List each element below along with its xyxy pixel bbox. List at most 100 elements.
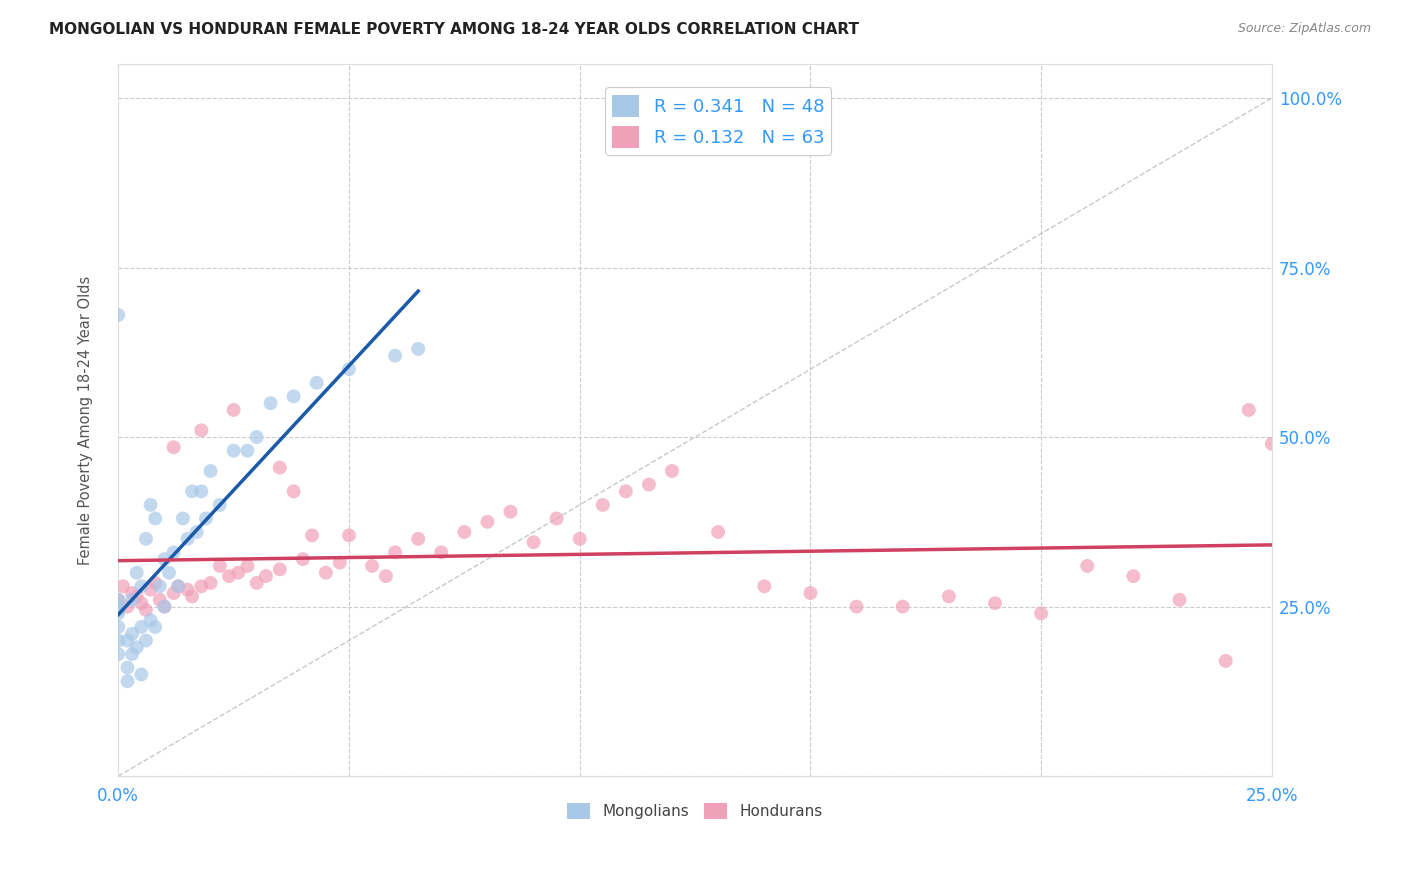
Point — [453, 524, 475, 539]
Point — [125, 590, 148, 604]
Point — [107, 592, 129, 607]
Point — [190, 484, 212, 499]
Point — [754, 579, 776, 593]
Point — [236, 558, 259, 573]
Point — [107, 603, 129, 617]
Point — [107, 607, 129, 621]
Point — [149, 579, 172, 593]
Point — [121, 647, 143, 661]
Point — [374, 569, 396, 583]
Point — [176, 532, 198, 546]
Point — [200, 464, 222, 478]
Point — [477, 515, 499, 529]
Point — [208, 558, 231, 573]
Point — [614, 484, 637, 499]
Point — [121, 626, 143, 640]
Point — [269, 562, 291, 576]
Point — [1215, 654, 1237, 668]
Point — [143, 511, 166, 525]
Point — [135, 603, 157, 617]
Point — [1029, 607, 1052, 621]
Point — [406, 532, 429, 546]
Point — [222, 443, 245, 458]
Point — [337, 362, 360, 376]
Point — [117, 599, 139, 614]
Point — [117, 633, 139, 648]
Point — [592, 498, 614, 512]
Point — [131, 667, 153, 681]
Point — [661, 464, 683, 478]
Point — [845, 599, 868, 614]
Point — [190, 423, 212, 437]
Point — [546, 511, 568, 525]
Point — [938, 590, 960, 604]
Point — [259, 396, 281, 410]
Point — [157, 566, 180, 580]
Point — [117, 660, 139, 674]
Point — [301, 528, 323, 542]
Point — [499, 505, 522, 519]
Text: Source: ZipAtlas.com: Source: ZipAtlas.com — [1237, 22, 1371, 36]
Point — [283, 389, 305, 403]
Point — [638, 477, 661, 491]
Point — [107, 599, 129, 614]
Point — [291, 552, 314, 566]
Point — [167, 579, 190, 593]
Point — [1076, 558, 1098, 573]
Point — [149, 592, 172, 607]
Point — [125, 640, 148, 655]
Point — [246, 575, 269, 590]
Point — [139, 582, 162, 597]
Point — [143, 620, 166, 634]
Point — [1261, 437, 1284, 451]
Point — [329, 556, 352, 570]
Point — [984, 596, 1007, 610]
Point — [125, 566, 148, 580]
Point — [384, 349, 406, 363]
Text: MONGOLIAN VS HONDURAN FEMALE POVERTY AMONG 18-24 YEAR OLDS CORRELATION CHART: MONGOLIAN VS HONDURAN FEMALE POVERTY AMO… — [49, 22, 859, 37]
Point — [283, 484, 305, 499]
Point — [153, 599, 176, 614]
Point — [131, 579, 153, 593]
Point — [139, 613, 162, 627]
Point — [799, 586, 821, 600]
Point — [568, 532, 591, 546]
Legend: Mongolians, Hondurans: Mongolians, Hondurans — [561, 797, 830, 825]
Point — [194, 511, 217, 525]
Point — [406, 342, 429, 356]
Point — [707, 524, 730, 539]
Point — [891, 599, 914, 614]
Point — [131, 620, 153, 634]
Point — [153, 599, 176, 614]
Point — [139, 498, 162, 512]
Point — [222, 403, 245, 417]
Point — [1122, 569, 1144, 583]
Point — [163, 586, 186, 600]
Point — [337, 528, 360, 542]
Point — [153, 552, 176, 566]
Point — [107, 620, 129, 634]
Point — [1237, 403, 1260, 417]
Point — [131, 596, 153, 610]
Point — [430, 545, 453, 559]
Point — [176, 582, 198, 597]
Point — [384, 545, 406, 559]
Point — [218, 569, 240, 583]
Point — [143, 575, 166, 590]
Point — [117, 674, 139, 689]
Point — [236, 443, 259, 458]
Point — [135, 532, 157, 546]
Point — [226, 566, 249, 580]
Point — [269, 460, 291, 475]
Point — [121, 592, 143, 607]
Point — [305, 376, 328, 390]
Point — [107, 633, 129, 648]
Point — [246, 430, 269, 444]
Point — [190, 579, 212, 593]
Point — [167, 579, 190, 593]
Point — [107, 308, 129, 322]
Point — [121, 586, 143, 600]
Point — [181, 484, 204, 499]
Point — [163, 440, 186, 454]
Point — [208, 498, 231, 512]
